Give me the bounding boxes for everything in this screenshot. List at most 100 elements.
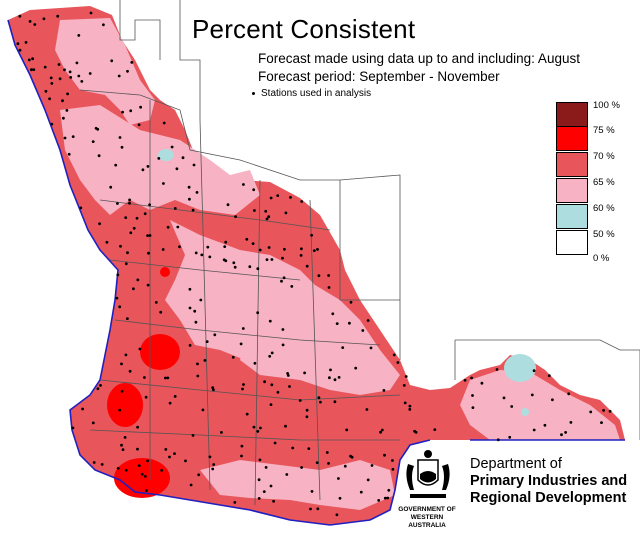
station-dot <box>124 468 128 472</box>
station-dot <box>118 408 122 412</box>
station-dot <box>77 74 81 78</box>
station-dot <box>502 396 506 400</box>
station-dot <box>100 463 104 466</box>
station-dot <box>268 354 272 358</box>
station-dot <box>189 483 193 487</box>
station-dot <box>132 226 136 230</box>
station-dot <box>136 278 140 282</box>
station-dot <box>267 246 271 249</box>
station-dot <box>470 376 473 380</box>
station-dot <box>349 454 352 458</box>
station-dot <box>226 203 230 207</box>
station-dot <box>118 305 122 309</box>
station-dot <box>162 121 166 125</box>
station-dot <box>281 343 285 347</box>
station-dot <box>379 430 382 434</box>
station-dot <box>63 68 66 72</box>
station-dot <box>325 451 329 454</box>
station-dot <box>77 34 81 37</box>
station-dot <box>33 23 37 26</box>
station-dot <box>259 426 262 430</box>
station-dot <box>191 434 195 437</box>
station-dot <box>386 496 390 500</box>
station-dot <box>280 279 283 283</box>
station-dot <box>188 306 192 310</box>
station-dot <box>402 384 406 387</box>
station-dot <box>253 361 257 365</box>
station-dot <box>245 412 249 416</box>
station-dot <box>245 237 249 241</box>
station-dot <box>141 168 145 172</box>
station-dot <box>268 319 272 323</box>
station-dot <box>129 109 133 113</box>
station-dot <box>110 59 114 63</box>
station-dot <box>188 344 192 347</box>
station-dot <box>164 448 168 451</box>
legend-swatch-65 <box>556 178 588 203</box>
station-dot <box>124 353 128 357</box>
station-dot <box>329 368 332 372</box>
station-dot <box>433 428 437 431</box>
station-dot <box>195 191 199 194</box>
station-dot <box>284 424 287 428</box>
station-dot <box>284 211 288 215</box>
dept-line3: Regional Development <box>470 490 627 506</box>
station-dot <box>253 209 256 212</box>
station-dot <box>213 333 217 337</box>
station-dot <box>24 41 28 44</box>
station-dot <box>191 208 195 212</box>
station-dot <box>184 459 187 463</box>
station-dot <box>312 249 316 253</box>
station-dot <box>28 20 32 23</box>
station-dot <box>316 248 319 251</box>
station-dot <box>145 489 148 492</box>
station-dot <box>600 421 603 424</box>
station-dot <box>49 76 53 80</box>
station-dot <box>496 438 500 442</box>
station-dot <box>135 216 139 220</box>
station-dot <box>143 212 147 216</box>
station-dot <box>589 410 593 414</box>
station-dot <box>262 490 266 493</box>
station-dot <box>377 499 381 502</box>
legend-label: 65 % <box>593 177 615 188</box>
station-dot <box>173 207 177 210</box>
station-dot <box>173 395 177 398</box>
station-dot <box>115 296 119 300</box>
department-name: Department of Primary Industries and Reg… <box>470 456 627 507</box>
station-dot <box>194 320 198 324</box>
station-dot <box>157 157 161 160</box>
station-dot <box>88 72 92 75</box>
station-dot <box>68 70 72 74</box>
station-dots <box>16 11 612 517</box>
station-dot <box>130 61 134 64</box>
station-dot <box>57 63 61 66</box>
legend-label: 70 % <box>593 151 615 162</box>
station-dot <box>170 145 174 149</box>
station-dot <box>164 376 167 380</box>
station-dot <box>283 247 286 251</box>
station-dot <box>114 163 118 167</box>
station-dot <box>241 327 245 330</box>
station-dot <box>120 362 123 366</box>
station-dot <box>126 69 129 73</box>
station-dot <box>263 380 266 384</box>
station-dot <box>408 404 412 408</box>
station-dot <box>317 396 321 400</box>
legend: 100 % 75 % 70 % 65 % 60 % 50 % 0 % <box>556 100 636 270</box>
station-dot <box>196 374 200 378</box>
station-dot <box>354 366 358 370</box>
station-dot <box>168 401 172 405</box>
government-wordmark: GOVERNMENT OF WESTERN AUSTRALIA <box>392 506 462 530</box>
station-dot <box>257 497 261 500</box>
station-dot <box>331 312 335 316</box>
station-dot <box>366 478 370 482</box>
station-dot <box>224 240 228 244</box>
station-dot <box>276 194 280 198</box>
station-dot <box>105 240 109 244</box>
station-dot <box>256 267 260 271</box>
station-dot <box>288 385 291 388</box>
station-dot <box>121 110 124 114</box>
station-dot <box>205 340 209 343</box>
